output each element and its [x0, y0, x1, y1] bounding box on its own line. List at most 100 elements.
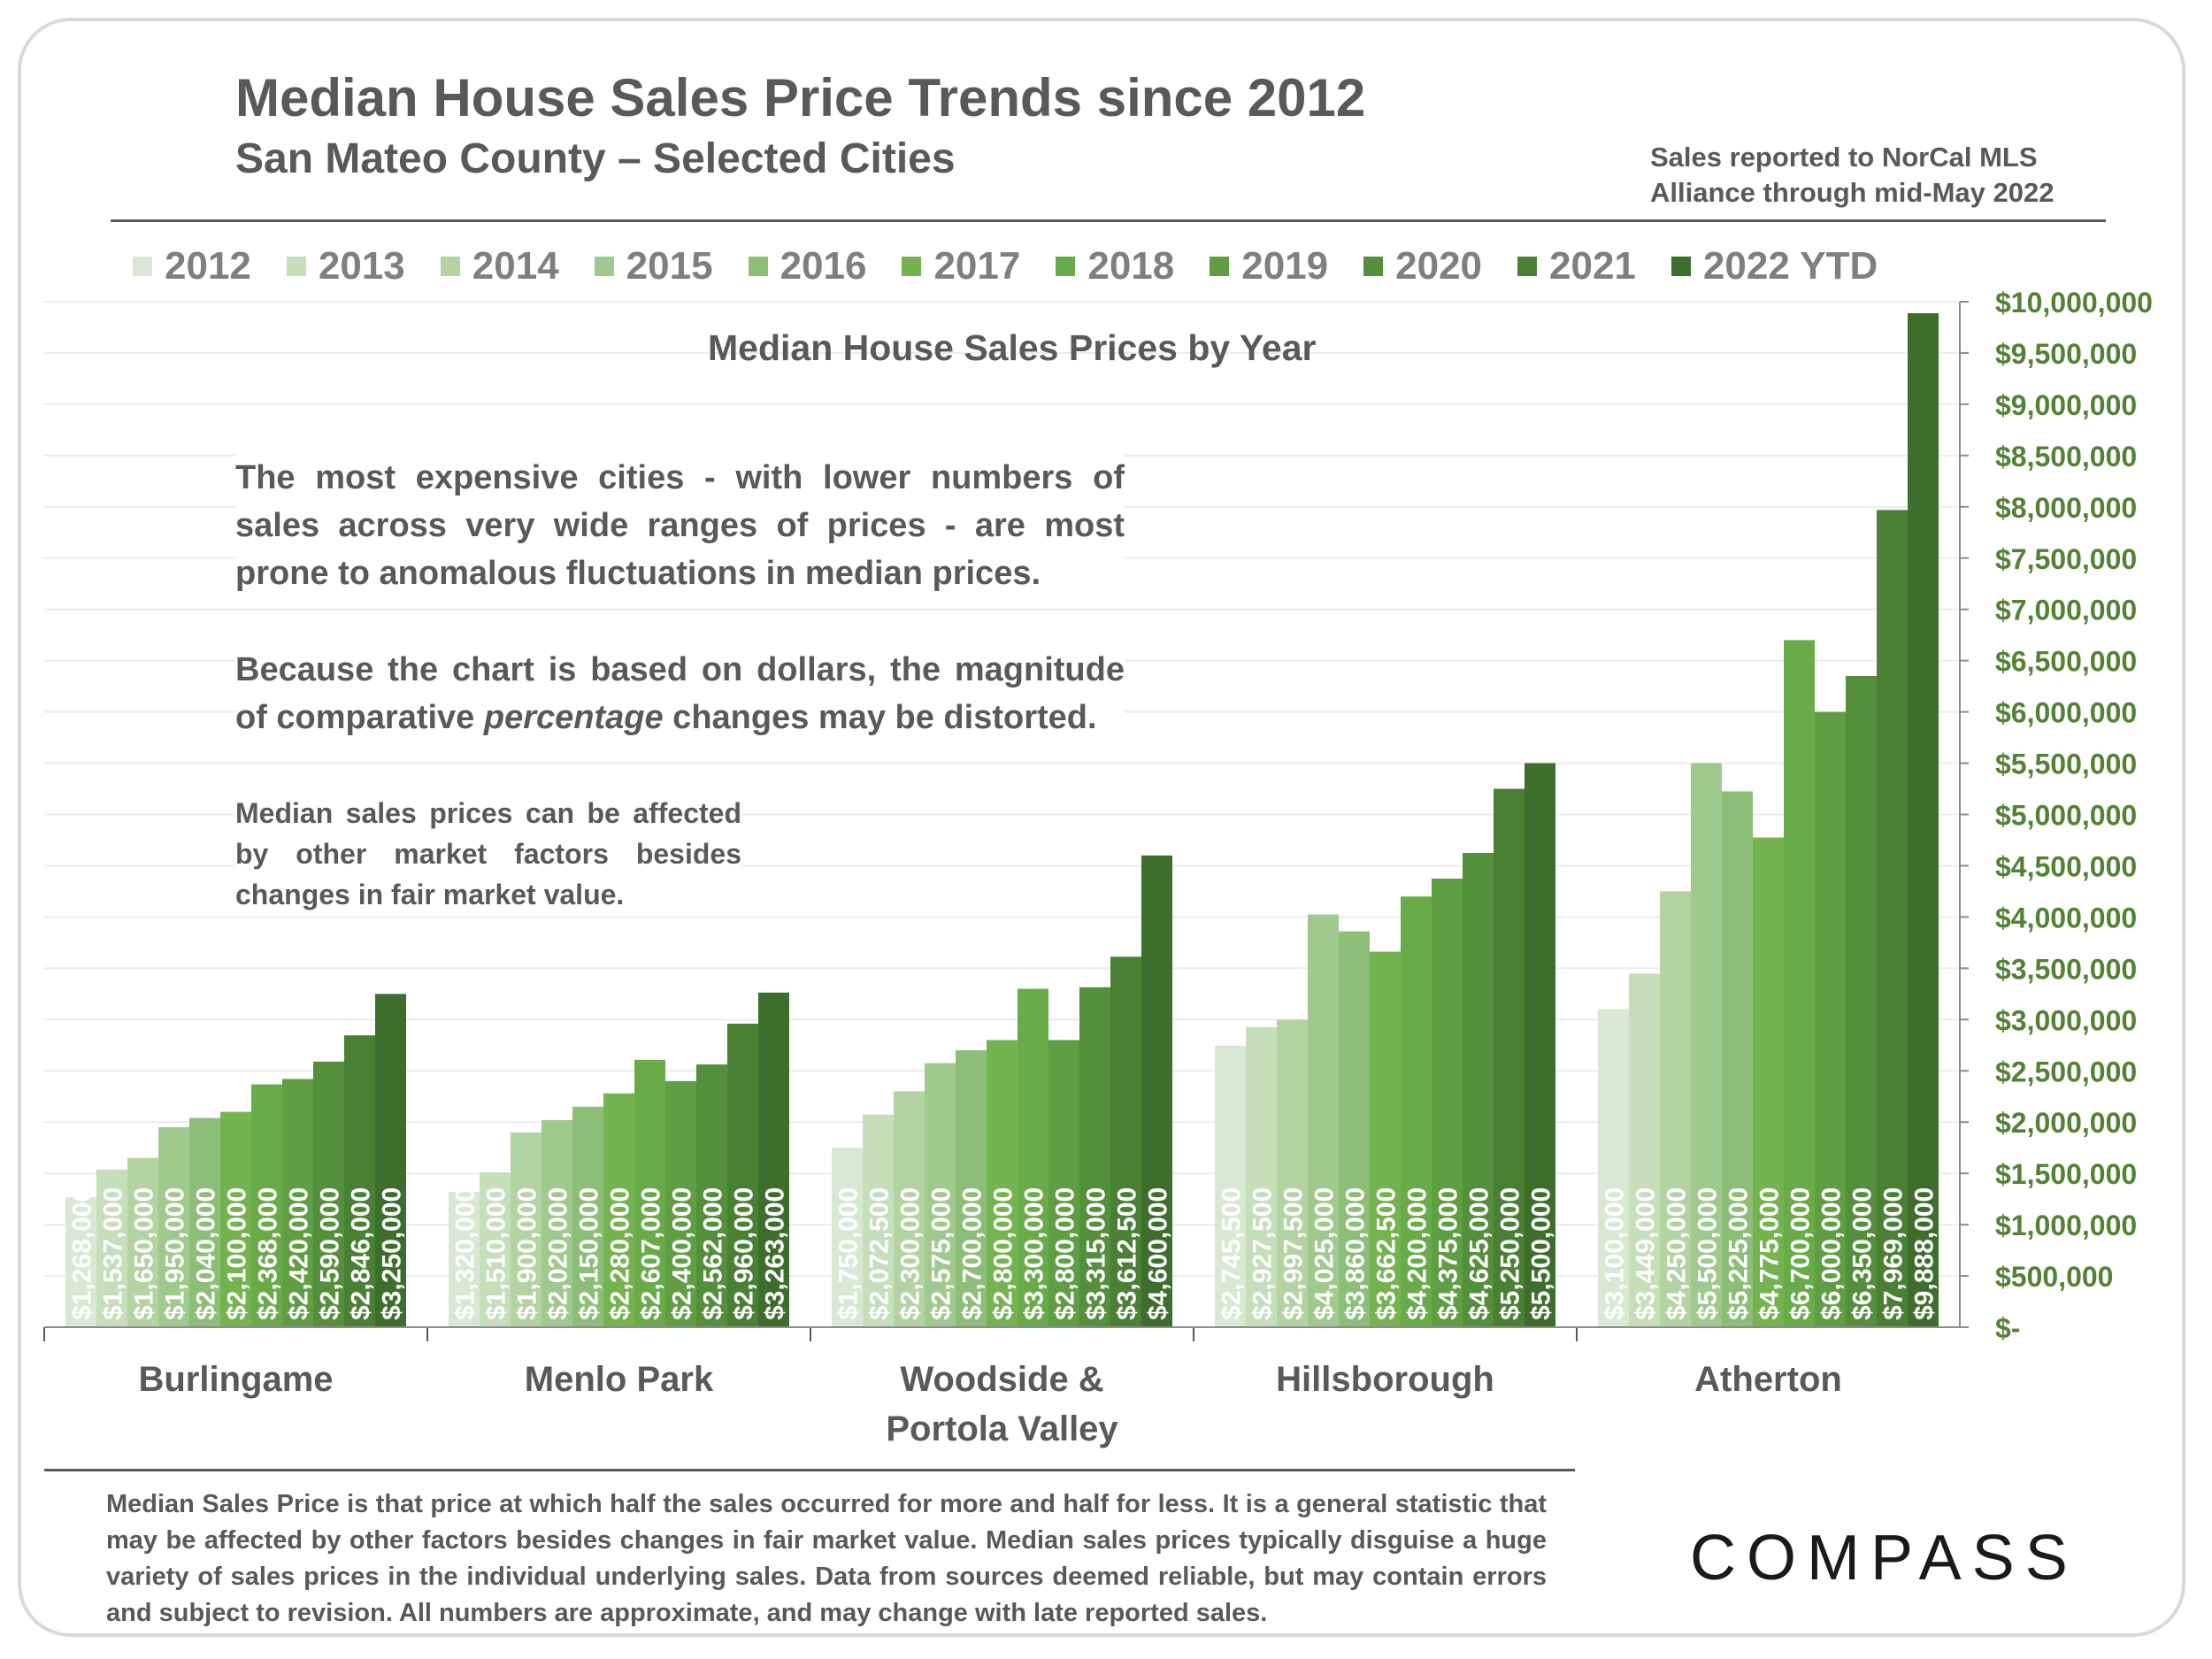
source-note: Sales reported to NorCal MLS Alliance th…: [1650, 140, 2055, 211]
category-label: Atherton: [1694, 1360, 1842, 1399]
data-label: $4,775,000: [1755, 1187, 1785, 1320]
compass-logo: COMPASS: [1690, 1523, 2078, 1594]
legend-item: 2022 YTD: [1671, 244, 1878, 288]
bar-2013: [863, 1114, 894, 1327]
y-tick-label: $5,000,000: [1995, 800, 2137, 832]
legend-label: 2022 YTD: [1702, 244, 1878, 288]
data-label: $1,320,000: [451, 1187, 480, 1320]
category-label: Burlingame: [138, 1360, 333, 1399]
bar-2018: [1018, 988, 1048, 1327]
y-tick-label: $3,500,000: [1995, 953, 2137, 985]
legend-swatch: [1517, 257, 1538, 276]
annotation-dollar-distortion: Because the chart is based on dollars, t…: [235, 646, 1125, 741]
bar-2015: [1308, 914, 1339, 1327]
data-label: $2,280,000: [606, 1187, 635, 1320]
bar-2016: [189, 1118, 220, 1327]
legend-item: 2017: [902, 244, 1020, 288]
legend-swatch: [1671, 257, 1691, 276]
header-divider: [111, 219, 2106, 222]
bar-2020: [1463, 852, 1494, 1327]
data-label: $3,449,000: [1632, 1187, 1661, 1320]
legend-item: 2014: [440, 244, 559, 288]
bar-2022-ytd: [375, 994, 406, 1327]
data-label: $2,020,000: [544, 1187, 573, 1320]
annotation-emphasis: percentage: [483, 699, 664, 736]
bar-2013: [1629, 973, 1660, 1327]
bar-2018: [1784, 640, 1815, 1327]
y-tick-label: $8,500,000: [1995, 441, 2137, 472]
legend-swatch: [1210, 257, 1230, 276]
data-label: $1,268,000: [68, 1187, 97, 1320]
y-tick-label: $4,500,000: [1995, 850, 2137, 882]
bar-2019: [1048, 1040, 1079, 1327]
y-tick-label: $9,500,000: [1995, 338, 2137, 370]
legend-swatch: [594, 257, 614, 276]
data-label: $2,368,000: [254, 1187, 283, 1320]
bar-2012: [449, 1192, 480, 1327]
legend-label: 2020: [1395, 244, 1483, 288]
bar-2012: [832, 1148, 863, 1327]
legend-item: 2013: [286, 244, 405, 288]
y-tick-label: $8,000,000: [1995, 492, 2137, 524]
legend-swatch: [440, 257, 460, 276]
y-tick-label: $2,500,000: [1995, 1056, 2137, 1087]
bar-2016: [1339, 931, 1370, 1327]
data-label: $2,562,000: [699, 1187, 728, 1320]
page-title: Median House Sales Price Trends since 20…: [235, 68, 1366, 127]
data-label: $5,500,000: [1527, 1187, 1556, 1320]
bar-2014: [1660, 891, 1691, 1327]
category-label-line: Hillsborough: [1276, 1360, 1494, 1399]
data-label: $3,100,000: [1601, 1187, 1630, 1320]
bar-2013: [96, 1169, 127, 1327]
category-label-line: Menlo Park: [525, 1360, 714, 1399]
category-label: Hillsborough: [1276, 1360, 1494, 1399]
data-label: $2,300,000: [896, 1187, 926, 1320]
data-label: $2,400,000: [668, 1187, 697, 1320]
data-label: $2,575,000: [927, 1187, 956, 1320]
legend-swatch: [1056, 257, 1076, 276]
data-label: $2,607,000: [637, 1187, 666, 1320]
y-tick-label: $1,000,000: [1995, 1210, 2137, 1241]
bar-2017: [220, 1111, 251, 1327]
chart-legend: 2012 2013 2014 2015 2016 2017 2018 2019 2020 2021…: [133, 244, 1913, 288]
bar-2013: [480, 1171, 511, 1327]
bar-2014: [511, 1132, 541, 1327]
legend-swatch: [1363, 257, 1384, 276]
legend-swatch: [286, 257, 306, 276]
data-label: $2,800,000: [1051, 1187, 1080, 1320]
data-label: $6,350,000: [1848, 1187, 1878, 1320]
y-tick-label: $6,000,000: [1995, 697, 2137, 729]
legend-label: 2012: [165, 244, 251, 288]
legend-label: 2015: [626, 244, 713, 288]
bar-2020: [696, 1064, 727, 1327]
data-label: $2,800,000: [989, 1187, 1018, 1320]
data-label: $4,625,000: [1465, 1187, 1494, 1320]
bar-2016: [1722, 791, 1753, 1327]
bar-2020: [313, 1061, 344, 1327]
bar-2014: [894, 1091, 925, 1327]
data-label: $4,600,000: [1144, 1187, 1173, 1320]
data-label: $3,612,500: [1113, 1187, 1142, 1320]
legend-label: 2018: [1087, 244, 1175, 288]
legend-label: 2019: [1241, 244, 1329, 288]
data-label: $4,200,000: [1403, 1187, 1432, 1320]
bar-2017: [1753, 837, 1784, 1327]
bar-2020: [1846, 676, 1877, 1327]
chart-title: Median House Sales Prices by Year: [708, 327, 1317, 368]
bar-2013: [1246, 1026, 1277, 1327]
bar-2019: [1432, 878, 1463, 1327]
y-tick-label: $7,000,000: [1995, 595, 2137, 626]
data-label: $3,662,500: [1372, 1187, 1402, 1320]
legend-item: 2020: [1363, 244, 1482, 288]
data-label: $2,150,000: [575, 1187, 604, 1320]
data-label: $3,250,000: [378, 1187, 407, 1320]
bar-2017: [987, 1040, 1018, 1327]
source-line-2: Alliance through mid-May 2022: [1650, 177, 2055, 208]
annotation-market-factors: Median sales prices can be affected by o…: [235, 793, 741, 915]
bar-2019: [665, 1080, 696, 1327]
bar-2018: [251, 1084, 282, 1327]
bar-2014: [1277, 1019, 1308, 1327]
data-label: $4,375,000: [1434, 1187, 1463, 1320]
category-label-line: Atherton: [1694, 1360, 1842, 1399]
bar-2022-ytd: [1141, 855, 1172, 1327]
